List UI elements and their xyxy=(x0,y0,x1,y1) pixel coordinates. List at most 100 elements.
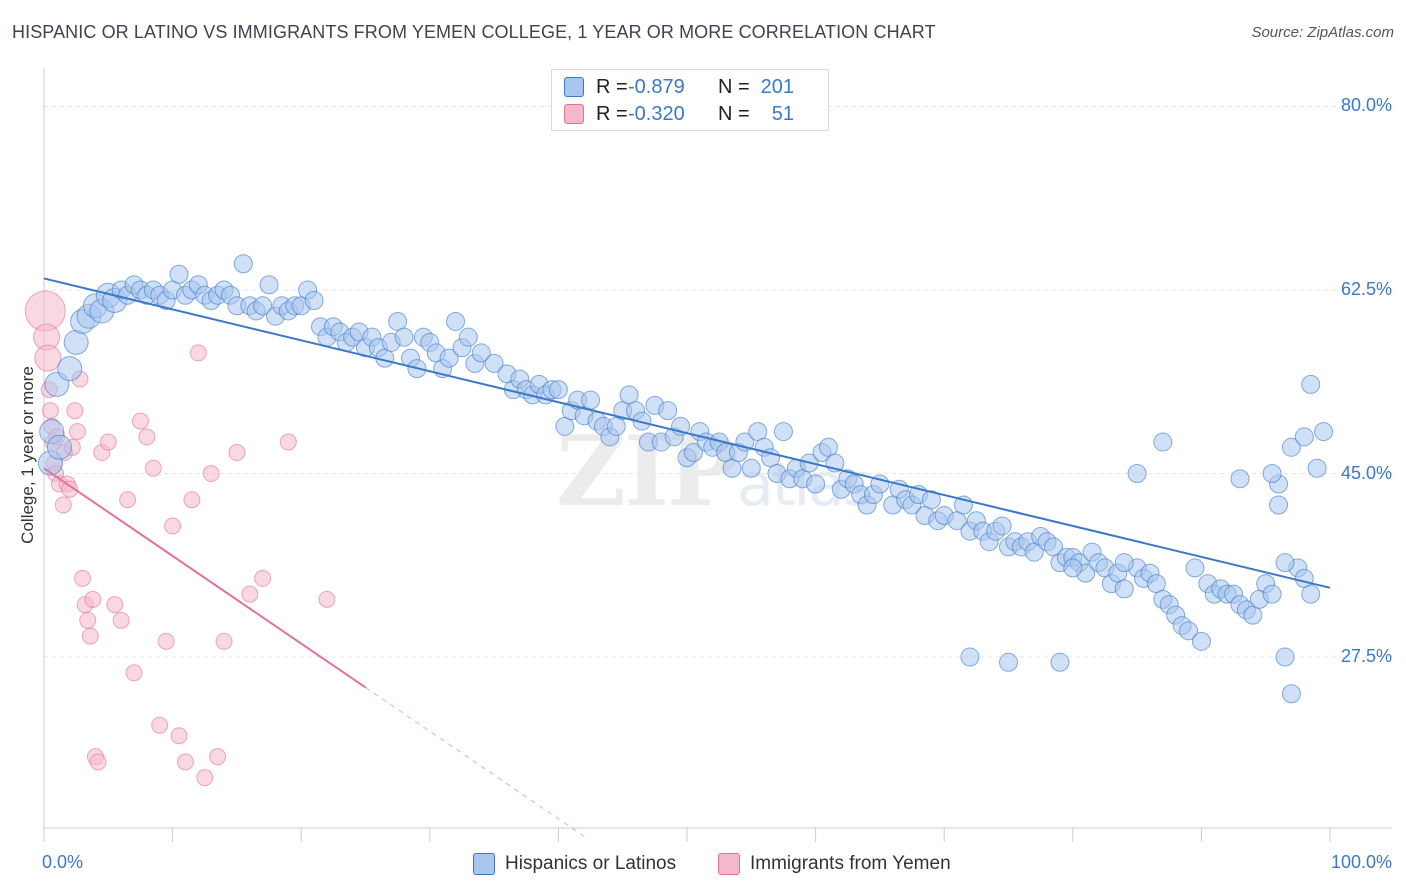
hispanic-point xyxy=(1179,621,1199,641)
y-tick-label: 45.0% xyxy=(1340,462,1392,483)
legend-item-yemen[interactable]: Immigrants from Yemen xyxy=(718,852,951,876)
yemen-point xyxy=(151,716,169,734)
hispanic-point xyxy=(1275,647,1295,667)
yemen-point xyxy=(279,433,297,451)
hispanic-point xyxy=(960,647,980,667)
hispanic-point xyxy=(741,458,761,478)
yemen-point xyxy=(99,433,117,451)
r-label: R = xyxy=(596,75,628,98)
hispanic-point xyxy=(63,329,89,355)
yemen-point xyxy=(125,664,143,682)
yemen-swatch xyxy=(564,104,584,124)
hispanic-point xyxy=(806,474,826,494)
yemen-point xyxy=(41,402,59,420)
yemen-point xyxy=(34,344,62,372)
hispanic-point xyxy=(999,652,1018,672)
n-label: N = xyxy=(718,102,750,125)
yemen-point xyxy=(84,590,102,608)
yemen-point xyxy=(157,632,175,650)
hispanic-legend-label: Hispanics or Latinos xyxy=(505,853,677,874)
yemen-point xyxy=(215,632,233,650)
yemen-point xyxy=(196,769,214,787)
hispanic-point xyxy=(169,264,189,284)
hispanic-point xyxy=(1191,631,1211,651)
legend-item-hispanic[interactable]: Hispanics or Latinos xyxy=(473,852,676,876)
hispanic-swatch xyxy=(564,77,584,97)
hispanic-point xyxy=(259,275,279,295)
y-tick-label: 62.5% xyxy=(1340,278,1392,299)
hispanic-point xyxy=(870,474,890,494)
y-axis-label: College, 1 year or more xyxy=(18,366,37,544)
yemen-point xyxy=(138,428,156,446)
hispanic-point xyxy=(1314,422,1334,442)
hispanic-point xyxy=(1185,558,1205,578)
hispanic-point xyxy=(1281,684,1301,704)
yemen-point xyxy=(164,517,182,535)
hispanic-point xyxy=(1114,579,1134,599)
yemen-point xyxy=(112,611,130,629)
hispanic-point xyxy=(1262,584,1282,604)
hispanic-point xyxy=(658,401,678,421)
hispanic-point xyxy=(1063,558,1083,578)
n-value: 201 xyxy=(760,75,794,98)
hispanic-point xyxy=(1301,584,1321,604)
x-tick-max: 100.0% xyxy=(1330,852,1392,872)
hispanic-point xyxy=(1275,553,1295,573)
hispanic-point xyxy=(921,490,941,510)
yemen-point xyxy=(68,423,86,441)
yemen-point xyxy=(61,480,79,498)
stats-row-yemen: R = -0.320 N = 51 xyxy=(564,102,794,126)
hispanic-point xyxy=(992,516,1012,536)
n-value: 51 xyxy=(771,102,794,125)
r-label: R = xyxy=(596,102,628,125)
trend-lines xyxy=(43,277,1331,837)
yemen-trend-extension xyxy=(365,687,585,837)
yemen-point xyxy=(131,412,149,430)
y-tick-label: 80.0% xyxy=(1340,95,1392,116)
yemen-point xyxy=(144,459,162,477)
yemen-point xyxy=(228,444,246,462)
hispanic-point xyxy=(581,390,601,410)
yemen-legend-label: Immigrants from Yemen xyxy=(750,853,951,874)
stats-row-hispanic: R = -0.879 N = 201 xyxy=(564,75,794,99)
hispanic-point xyxy=(484,353,504,373)
hispanic-point xyxy=(1050,652,1070,672)
hispanic-point xyxy=(1294,427,1314,447)
source-label: Source: ZipAtlas.com xyxy=(1251,24,1394,41)
hispanic-legend-swatch xyxy=(473,853,495,875)
hispanic-point xyxy=(683,443,703,463)
yemen-point xyxy=(183,491,201,509)
hispanic-point xyxy=(253,296,273,316)
yemen-point xyxy=(119,491,137,509)
chart-title: HISPANIC OR LATINO VS IMMIGRANTS FROM YE… xyxy=(12,22,936,42)
yemen-point xyxy=(241,585,259,603)
yemen-point xyxy=(89,753,107,771)
hispanic-point xyxy=(458,327,478,347)
hispanic-point xyxy=(46,434,72,460)
yemen-point xyxy=(74,569,92,587)
hispanic-point xyxy=(773,422,793,442)
hispanic-point xyxy=(1301,374,1321,394)
r-value: -0.320 xyxy=(628,102,685,125)
yemen-point xyxy=(106,596,124,614)
yemen-point xyxy=(176,753,194,771)
hispanic-point xyxy=(1307,458,1327,478)
hispanic-point xyxy=(57,356,83,382)
axes xyxy=(43,68,1392,842)
yemen-point xyxy=(81,627,99,645)
hispanic-point xyxy=(548,380,568,400)
yemen-point xyxy=(209,748,227,766)
hispanic-point xyxy=(1281,437,1301,457)
yemen-point xyxy=(54,496,72,514)
hispanic-point xyxy=(1230,469,1250,489)
hispanic-points xyxy=(37,254,1334,704)
x-tick-min: 0.0% xyxy=(42,852,84,872)
hispanic-point xyxy=(394,327,414,347)
yemen-point xyxy=(202,465,220,483)
yemen-trend-line xyxy=(43,467,367,689)
hispanic-point xyxy=(1114,553,1134,573)
yemen-point xyxy=(170,727,188,745)
hispanic-point xyxy=(1127,464,1147,484)
yemen-point xyxy=(189,344,207,362)
